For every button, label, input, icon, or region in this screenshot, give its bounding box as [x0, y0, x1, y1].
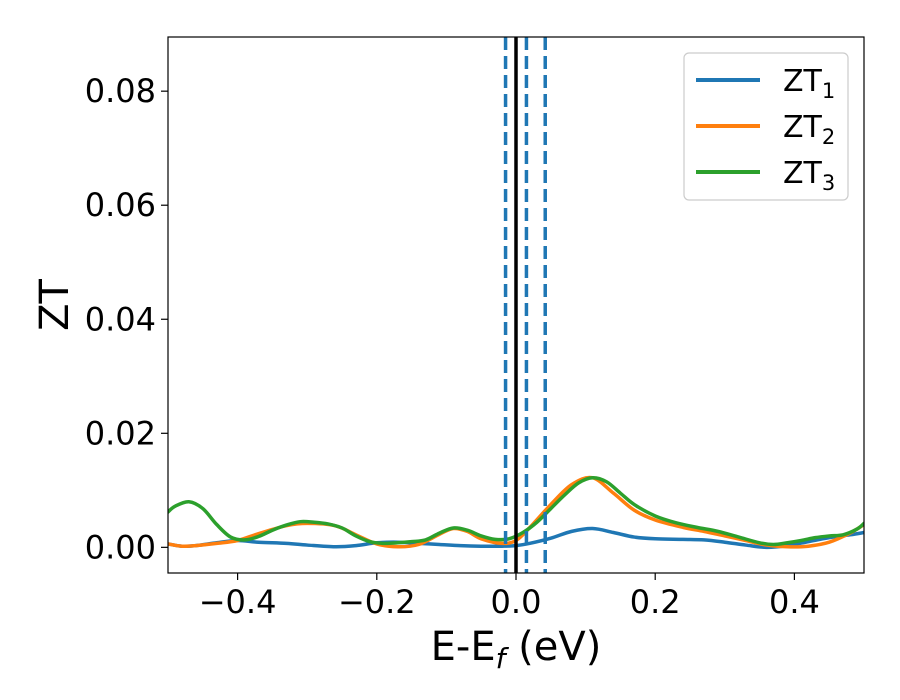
legend-box: [683, 52, 849, 201]
legend-label-zt2-sub: 2: [822, 125, 835, 149]
legend-label-zt1: ZT1: [783, 64, 835, 103]
x-tick-label: 0.4: [769, 583, 820, 621]
x-axis-label-suffix: (eV): [505, 624, 601, 670]
legend-label-zt1-main: ZT: [783, 64, 823, 99]
x-axis-label: E-Ef (eV): [431, 624, 602, 675]
series-line-zt3: [168, 476, 864, 547]
y-axis-ticks: 0.00 0.02 0.04 0.06 0.08: [85, 72, 168, 566]
x-tick-label: −0.4: [199, 583, 277, 621]
y-tick-label: 0.06: [85, 186, 156, 224]
x-tick-label: −0.2: [338, 583, 416, 621]
y-axis-label: ZT: [32, 279, 78, 331]
legend-label-zt3: ZT3: [783, 156, 835, 195]
x-axis-ticks: −0.4 −0.2 0.0 0.2 0.4: [199, 573, 820, 621]
y-tick-label: 0.02: [85, 414, 156, 452]
y-tick-label: 0.00: [85, 528, 156, 566]
x-axis-label-main: E-E: [431, 624, 496, 670]
legend: ZT1 ZT2 ZT3: [683, 52, 849, 201]
legend-label-zt1-sub: 1: [822, 79, 835, 103]
y-tick-label: 0.04: [85, 300, 156, 338]
legend-label-zt3-sub: 3: [822, 171, 835, 195]
x-tick-label: 0.0: [491, 583, 542, 621]
y-tick-label: 0.08: [85, 72, 156, 110]
legend-label-zt2-main: ZT: [783, 110, 823, 145]
legend-label-zt2: ZT2: [783, 110, 835, 149]
x-tick-label: 0.2: [630, 583, 681, 621]
reference-lines: [503, 37, 547, 573]
legend-label-zt3-main: ZT: [783, 156, 823, 191]
